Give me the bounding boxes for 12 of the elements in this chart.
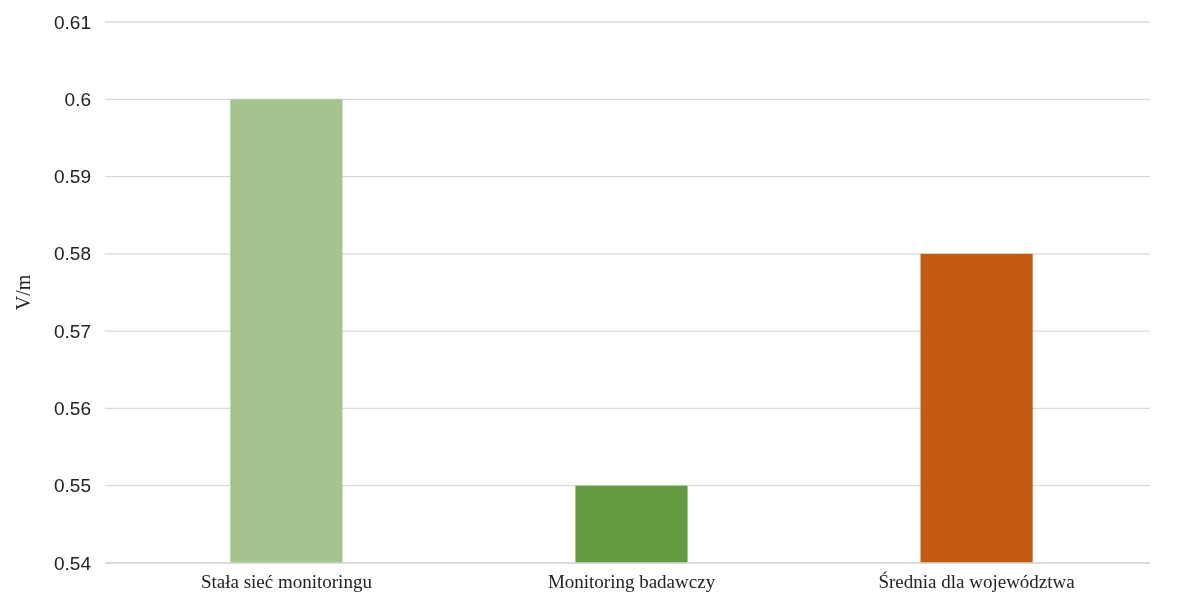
x-tick-label: Monitoring badawczy (547, 571, 716, 593)
y-axis-title: V/m (12, 274, 34, 311)
y-tick-label: 0.61 (54, 11, 91, 33)
y-tick-label: 0.59 (54, 166, 91, 188)
y-tick-label: 0.55 (54, 475, 91, 497)
y-tick-label: 0.54 (54, 552, 92, 574)
y-tick-label: 0.6 (64, 88, 91, 110)
y-tick-label: 0.58 (54, 243, 91, 265)
y-tick-label: 0.56 (54, 398, 91, 420)
x-tick-label: Stała sieć monitoringu (200, 571, 373, 593)
x-tick-label: Średnia dla województwa (878, 571, 1076, 593)
y-tick-label: 0.57 (54, 320, 91, 342)
